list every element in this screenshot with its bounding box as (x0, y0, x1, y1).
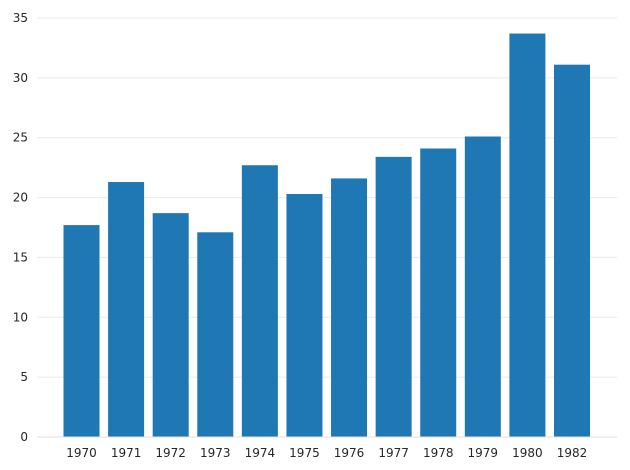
x-tick-label: 1972 (155, 446, 186, 460)
bar-1973 (197, 232, 234, 437)
bar-1978 (420, 148, 457, 437)
y-tick-label: 20 (13, 191, 28, 205)
x-tick-label: 1980 (512, 446, 543, 460)
x-tick-label: 1976 (334, 446, 365, 460)
y-tick-label: 35 (13, 11, 28, 25)
bar-1974 (241, 165, 278, 437)
y-tick-label: 25 (13, 131, 28, 145)
x-tick-label: 1977 (378, 446, 409, 460)
x-tick-label: 1971 (111, 446, 142, 460)
bar-1979 (464, 136, 501, 437)
x-tick-label: 1975 (289, 446, 320, 460)
x-tick-label: 1982 (557, 446, 588, 460)
bars (63, 33, 590, 437)
x-axis-tick-labels: 1970 1971 1972 1973 1974 1975 1976 1977 1978 1979… (66, 446, 587, 460)
y-axis-tick-labels: 0 5 10 15 20 25 30 35 (13, 11, 28, 444)
x-tick-label: 1978 (423, 446, 454, 460)
bar-1972 (152, 213, 189, 437)
bar-1980 (509, 33, 546, 437)
bar-1970 (63, 225, 100, 437)
bar-1977 (375, 156, 412, 437)
x-tick-label: 1970 (66, 446, 97, 460)
bar-1982 (554, 64, 590, 437)
bar-1976 (331, 178, 368, 437)
y-tick-label: 0 (20, 430, 28, 444)
y-tick-label: 5 (20, 370, 28, 384)
y-tick-label: 10 (13, 310, 28, 324)
bar-1975 (286, 193, 323, 437)
x-tick-label: 1979 (468, 446, 499, 460)
x-tick-label: 1973 (200, 446, 231, 460)
y-tick-label: 30 (13, 71, 28, 85)
bar-1971 (108, 182, 145, 437)
y-tick-label: 15 (13, 250, 28, 264)
x-tick-label: 1974 (245, 446, 276, 460)
